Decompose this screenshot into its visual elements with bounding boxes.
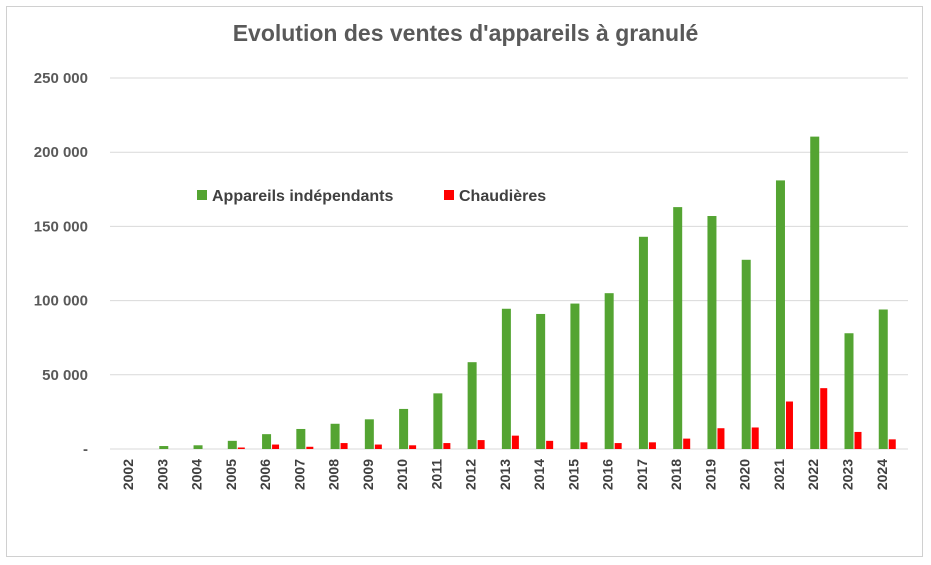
bar-appareils-2023	[844, 333, 854, 449]
bar-appareils-2005	[227, 440, 237, 449]
x-tick-label: 2024	[874, 459, 890, 490]
bar-appareils-2006	[262, 434, 272, 449]
bar-chaudieres-2015	[580, 442, 588, 449]
bar-appareils-2008	[330, 423, 340, 449]
legend: Appareils indépendants Chaudières	[197, 188, 546, 205]
bar-appareils-2011	[433, 393, 443, 449]
bar-chaudieres-2008	[340, 443, 348, 449]
bar-chaudieres-2023	[854, 431, 862, 449]
x-tick-label: 2003	[154, 459, 170, 490]
bar-chaudieres-2012	[477, 440, 485, 449]
x-tick-label: 2022	[805, 459, 821, 490]
x-tick-label: 2021	[771, 459, 787, 490]
bar-appareils-2010	[399, 408, 409, 449]
bar-appareils-2009	[364, 419, 374, 449]
x-tick-label: 2016	[600, 459, 616, 490]
bar-chaudieres-2005	[237, 447, 245, 449]
x-tick-label: 2012	[463, 459, 479, 490]
bar-appareils-2018	[673, 207, 683, 449]
bar-appareils-2007	[296, 428, 306, 449]
y-tick-label: 100 000	[34, 293, 88, 310]
x-tick-label: 2009	[360, 459, 376, 490]
legend-swatch-chaudieres	[444, 190, 454, 200]
bar-appareils-2013	[501, 308, 511, 449]
x-tick-label: 2008	[326, 459, 342, 490]
x-tick-label: 2002	[120, 459, 136, 490]
x-tick-label: 2017	[634, 459, 650, 490]
bar-appareils-2017	[638, 236, 648, 449]
bar-chaudieres-2014	[546, 440, 554, 449]
legend-label-appareils: Appareils indépendants	[212, 188, 393, 205]
bar-appareils-2014	[536, 313, 546, 449]
bar-appareils-2022	[810, 136, 820, 450]
y-axis-ticks: - 50 000 100 000 150 000 200 000 250 000	[34, 70, 88, 458]
y-tick-label: 200 000	[34, 144, 88, 161]
bar-chaudieres-2021	[785, 401, 793, 449]
bars	[159, 136, 896, 450]
x-tick-label: 2018	[668, 459, 684, 490]
bar-chaudieres-2020	[751, 427, 759, 449]
bar-appareils-2024	[878, 309, 888, 449]
bar-chaudieres-2022	[820, 388, 828, 449]
chart-frame	[6, 6, 923, 557]
bar-chaudieres-2018	[683, 438, 691, 449]
y-tick-label: 150 000	[34, 218, 88, 235]
x-tick-label: 2020	[737, 459, 753, 490]
x-tick-label: 2013	[497, 459, 513, 490]
x-tick-label: 2010	[394, 459, 410, 490]
y-tick-label: -	[83, 441, 88, 458]
bar-chaudieres-2007	[306, 446, 314, 449]
bar-chaudieres-2006	[272, 444, 280, 449]
bar-chaudieres-2011	[443, 443, 451, 449]
bar-chaudieres-2010	[409, 445, 417, 449]
x-tick-label: 2004	[189, 459, 205, 490]
bar-chaudieres-2024	[888, 439, 896, 449]
y-tick-label: 250 000	[34, 70, 88, 87]
x-tick-label: 2023	[839, 459, 855, 490]
x-tick-label: 2015	[565, 459, 581, 490]
x-axis-ticks: 2002 2003 2004 2005 2006 2007 2008 2009 2010 2011…	[120, 459, 890, 490]
bar-chaudieres-2017	[648, 442, 656, 449]
legend-swatch-appareils	[197, 190, 207, 200]
x-tick-label: 2014	[531, 459, 547, 490]
bar-chaudieres-2019	[717, 428, 725, 449]
bar-chaudieres-2013	[511, 435, 519, 449]
bar-appareils-2015	[570, 303, 580, 449]
x-tick-label: 2019	[702, 459, 718, 490]
bar-appareils-2020	[741, 259, 751, 449]
bar-appareils-2019	[707, 216, 717, 449]
bar-chaudieres-2016	[614, 443, 622, 449]
legend-label-chaudieres: Chaudières	[459, 188, 546, 205]
bar-appareils-2003	[159, 446, 169, 449]
bar-chaudieres-2009	[374, 444, 382, 449]
bar-appareils-2012	[467, 362, 477, 449]
y-tick-label: 50 000	[42, 367, 88, 384]
bar-appareils-2004	[193, 445, 203, 449]
chart-title: Evolution des ventes d'appareils à granu…	[232, 20, 699, 46]
x-tick-label: 2005	[223, 459, 239, 490]
x-tick-label: 2006	[257, 459, 273, 490]
x-tick-label: 2011	[428, 459, 444, 490]
bar-appareils-2021	[775, 180, 785, 449]
bar-appareils-2016	[604, 293, 614, 449]
x-tick-label: 2007	[291, 459, 307, 490]
